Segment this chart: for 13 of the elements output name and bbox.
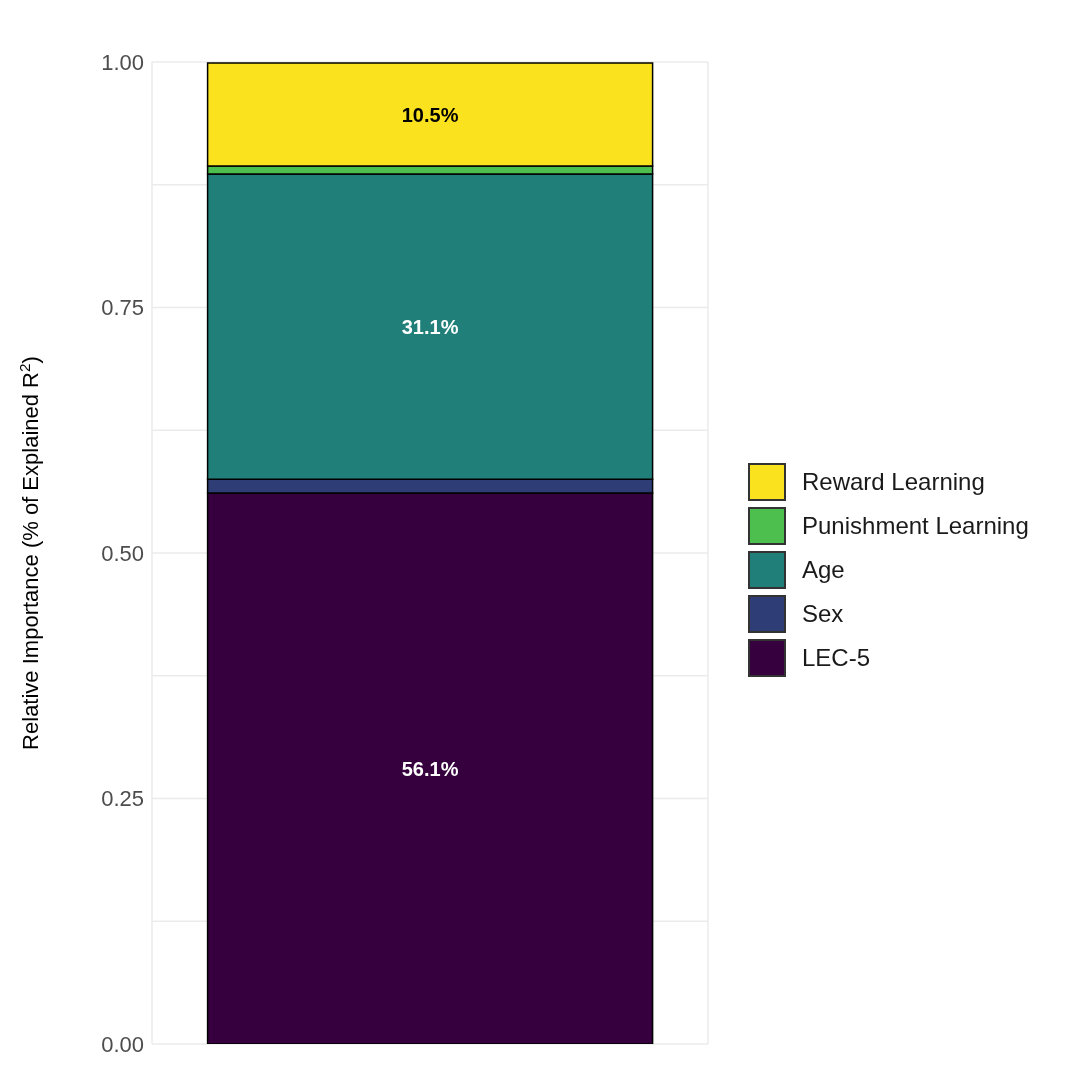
y-tick-label: 1.00 bbox=[101, 49, 144, 75]
data-label: 31.1% bbox=[401, 315, 459, 338]
data-label: 56.1% bbox=[401, 757, 459, 780]
legend-label: Age bbox=[802, 556, 845, 584]
y-tick-label: 0.00 bbox=[101, 1031, 144, 1057]
y-tick-label: 0.25 bbox=[101, 786, 144, 812]
legend-label: Sex bbox=[802, 600, 844, 628]
data-label: 10.5% bbox=[401, 103, 459, 126]
legend-label: Punishment Learning bbox=[802, 512, 1029, 540]
legend-label: Reward Learning bbox=[802, 468, 985, 496]
text: LEC-5 bbox=[802, 644, 871, 672]
y-tick-label: 0.75 bbox=[101, 295, 144, 321]
y-tick-label: 0.50 bbox=[101, 540, 144, 566]
